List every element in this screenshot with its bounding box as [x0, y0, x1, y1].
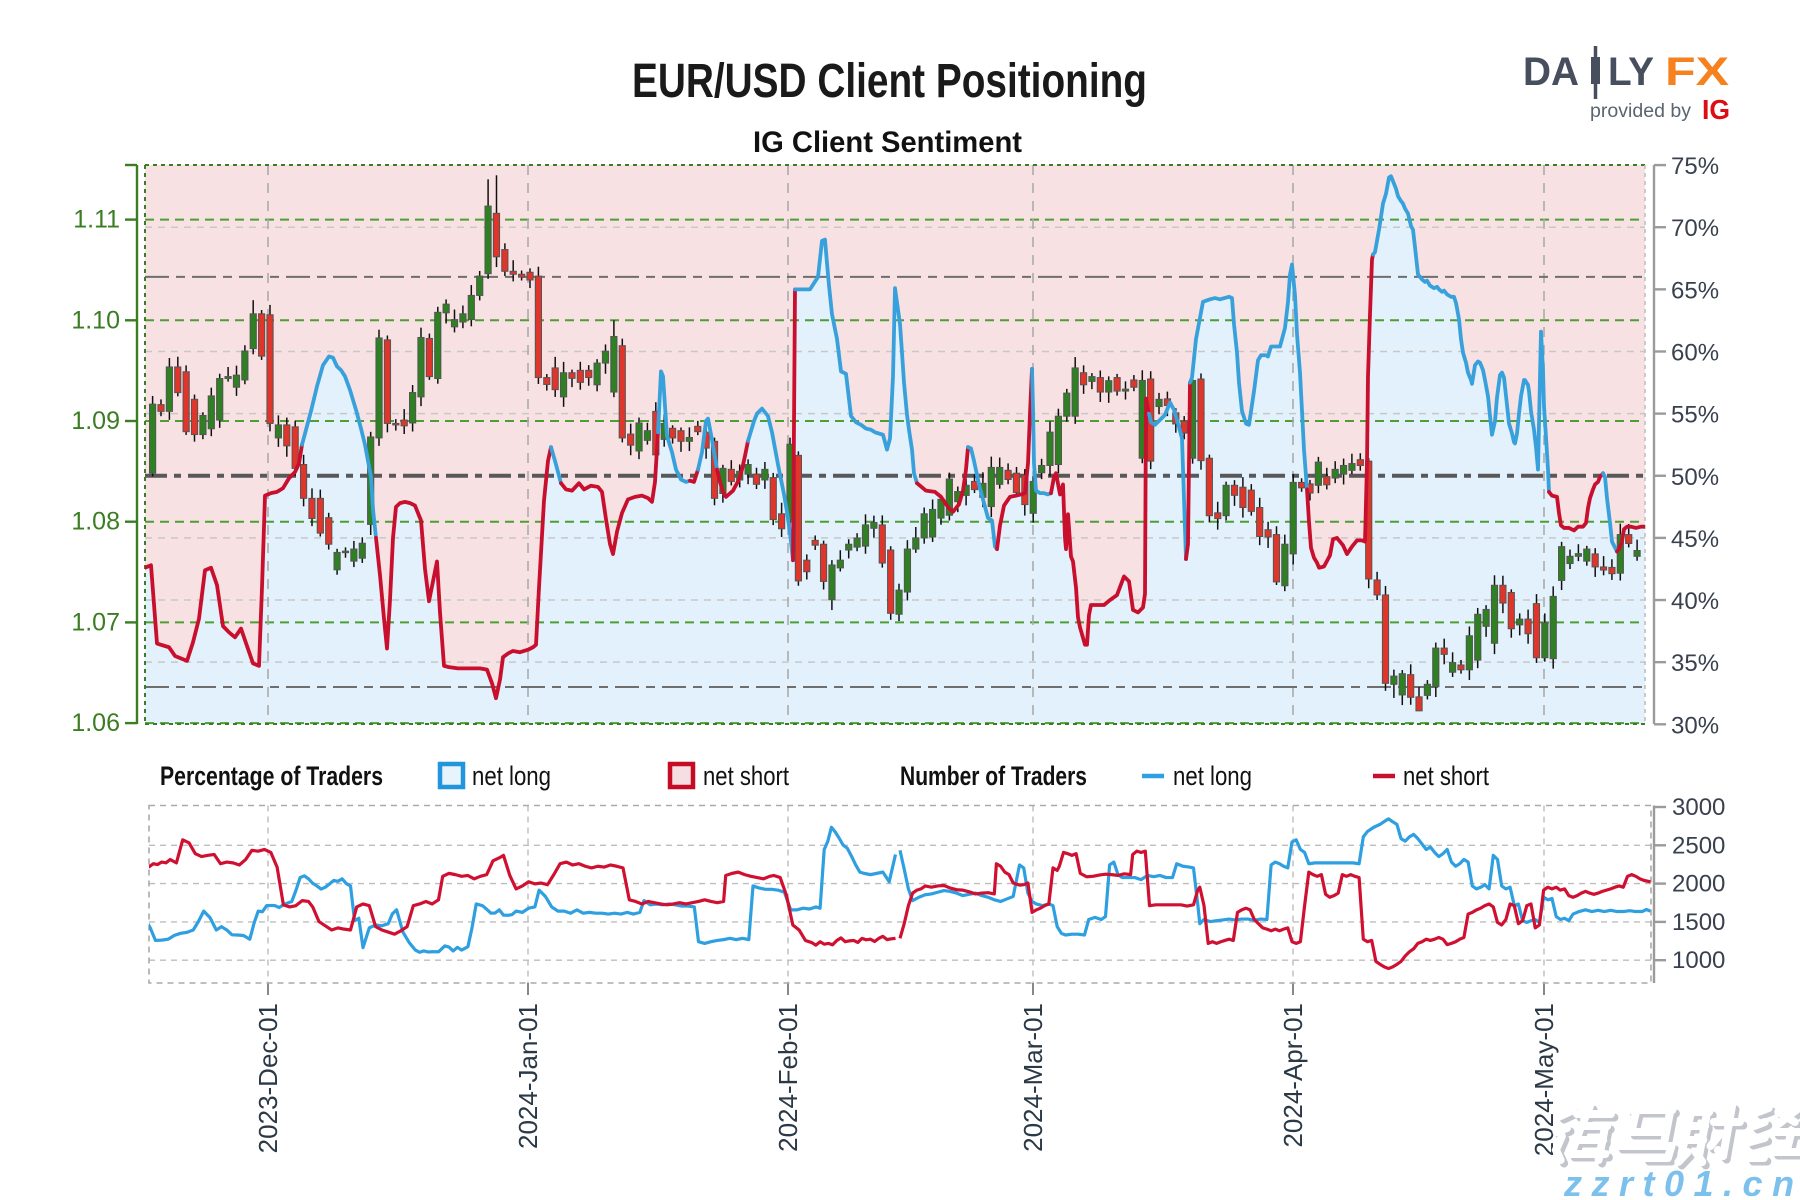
svg-text:75%: 75%	[1671, 153, 1719, 180]
svg-text:65%: 65%	[1671, 277, 1719, 304]
svg-text:IG: IG	[1702, 94, 1730, 125]
svg-text:provided by: provided by	[1590, 101, 1692, 122]
svg-text:Percentage of Traders: Percentage of Traders	[160, 761, 383, 791]
svg-text:3000: 3000	[1672, 794, 1725, 821]
svg-text:EUR/USD Client Positioning: EUR/USD Client Positioning	[632, 55, 1147, 108]
svg-text:1.07: 1.07	[71, 608, 120, 636]
svg-text:1.10: 1.10	[71, 306, 120, 334]
svg-text:35%: 35%	[1671, 650, 1719, 677]
svg-text:net short: net short	[703, 761, 789, 791]
svg-text:2024-Feb-01: 2024-Feb-01	[773, 1003, 803, 1152]
svg-text:60%: 60%	[1671, 340, 1719, 367]
svg-text:LY: LY	[1608, 50, 1654, 94]
svg-text:1.08: 1.08	[71, 508, 120, 536]
svg-text:net short: net short	[1403, 761, 1489, 791]
svg-text:70%: 70%	[1671, 215, 1719, 242]
svg-text:2024-Jan-01: 2024-Jan-01	[513, 1003, 543, 1149]
svg-text:45%: 45%	[1671, 526, 1719, 553]
svg-text:2023-Dec-01: 2023-Dec-01	[253, 1003, 283, 1153]
svg-text:1000: 1000	[1672, 947, 1725, 974]
svg-text:DA: DA	[1523, 50, 1579, 94]
svg-text:2500: 2500	[1672, 832, 1725, 859]
svg-text:IG Client Sentiment: IG Client Sentiment	[753, 126, 1022, 159]
svg-text:40%: 40%	[1671, 588, 1719, 615]
svg-text:1500: 1500	[1672, 909, 1725, 936]
svg-text:1.09: 1.09	[71, 407, 120, 435]
svg-text:1.06: 1.06	[71, 709, 120, 737]
svg-text:55%: 55%	[1671, 402, 1719, 429]
svg-text:FX: FX	[1665, 50, 1729, 94]
svg-text:2024-Mar-01: 2024-Mar-01	[1018, 1003, 1048, 1152]
svg-text:Number of Traders: Number of Traders	[900, 761, 1087, 791]
svg-text:1.11: 1.11	[73, 206, 120, 234]
svg-text:2024-Apr-01: 2024-Apr-01	[1278, 1003, 1308, 1148]
svg-text:net long: net long	[472, 761, 551, 791]
svg-text:30%: 30%	[1671, 712, 1719, 739]
svg-text:net long: net long	[1173, 761, 1252, 791]
svg-text:50%: 50%	[1671, 464, 1719, 491]
svg-text:2000: 2000	[1672, 871, 1725, 898]
svg-text:zzrt01.cn: zzrt01.cn	[1563, 1163, 1800, 1200]
